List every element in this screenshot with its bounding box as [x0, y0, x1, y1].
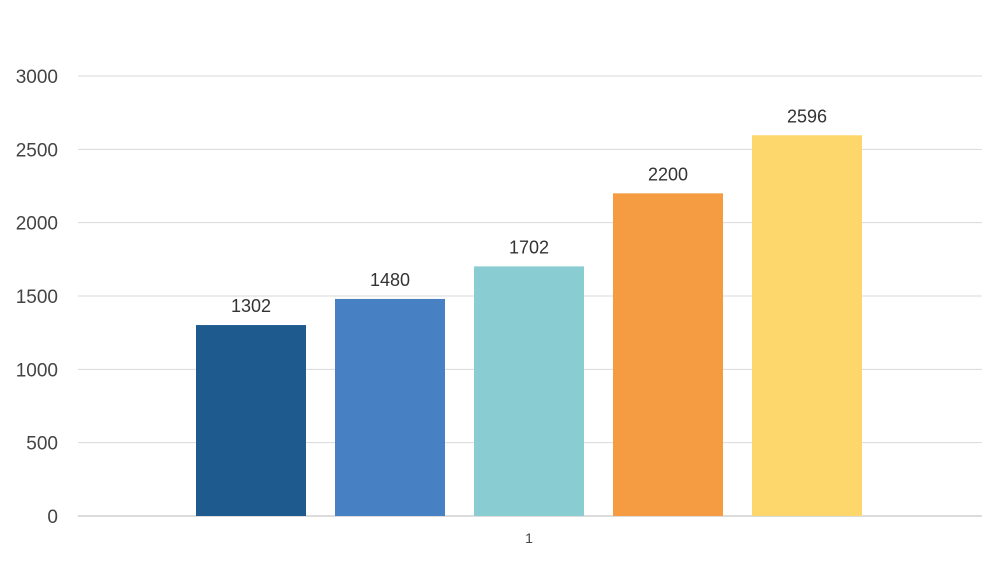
y-tick-label-2500: 2500 — [16, 140, 58, 161]
data-label-5: 2596 — [787, 106, 827, 126]
bar-4 — [613, 193, 723, 517]
data-label-3: 1702 — [509, 237, 549, 257]
y-axis-tick-labels: 0 500 1000 1500 2000 2500 3000 — [16, 67, 58, 528]
data-label-2: 1480 — [370, 270, 410, 290]
y-tick-label-1000: 1000 — [16, 360, 58, 381]
bar-3 — [474, 266, 584, 516]
y-tick-label-1500: 1500 — [16, 287, 58, 308]
y-tick-label-500: 500 — [26, 434, 58, 455]
x-tick-label-1: 1 — [525, 530, 533, 546]
data-labels: 1302 1480 1702 2200 2596 — [231, 106, 827, 316]
data-label-1: 1302 — [231, 296, 271, 316]
y-tick-label-3000: 3000 — [16, 67, 58, 88]
data-label-4: 2200 — [648, 164, 688, 184]
x-axis-tick-labels: 1 — [525, 530, 533, 546]
bar-1 — [196, 325, 306, 516]
bars — [196, 135, 862, 517]
y-tick-label-0: 0 — [47, 507, 58, 528]
bar-2 — [335, 298, 445, 516]
y-tick-label-2000: 2000 — [16, 214, 58, 235]
bar-5 — [752, 135, 862, 516]
